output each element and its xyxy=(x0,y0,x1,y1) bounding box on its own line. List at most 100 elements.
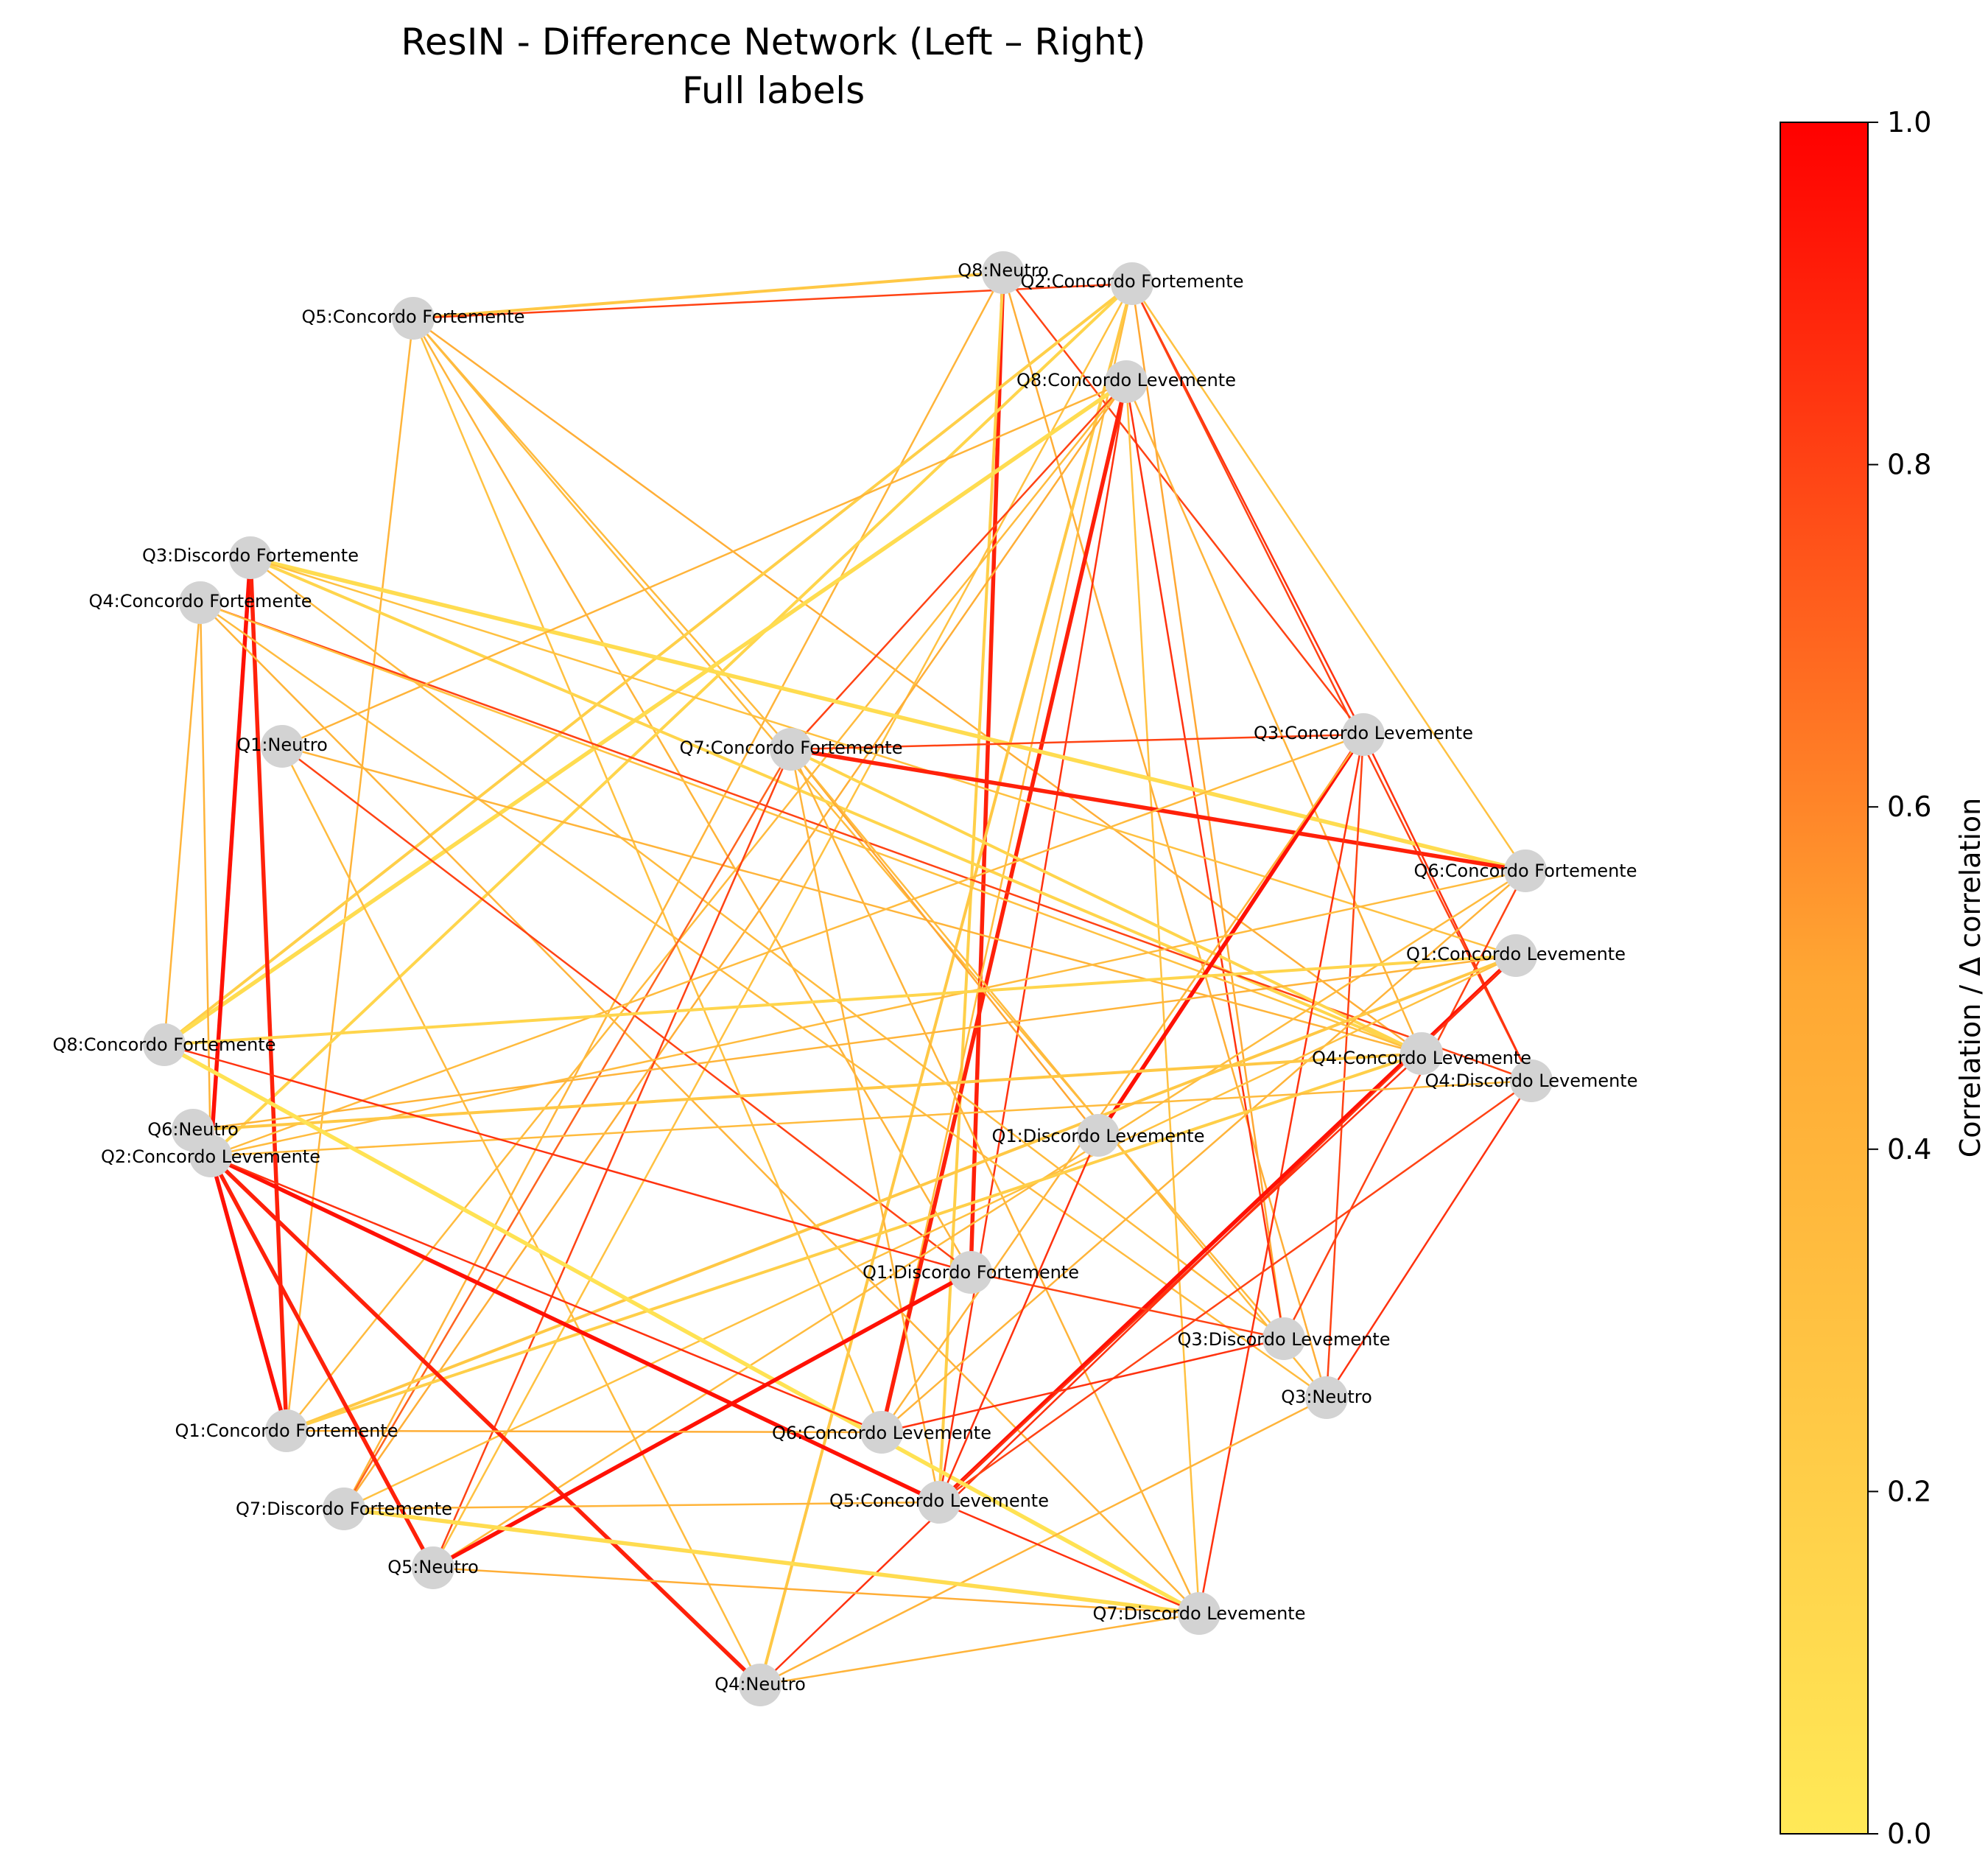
edge-q7-concordo-fortemente--q5-concordo-levemente xyxy=(790,749,941,1503)
edge-q5-concordo-fortemente--q3-discordo-levemente xyxy=(412,318,1285,1339)
edge-q3-discordo-levemente--q6-concordo-levemente xyxy=(881,1337,1285,1434)
node-q3-discordo-fortemente xyxy=(229,536,272,579)
edge-q2-concordo-fortemente--q6-concordo-levemente xyxy=(880,283,1134,1433)
node-label-q1-concordo-fortemente: Q1:Concordo Fortemente xyxy=(175,1420,398,1441)
node-q2-concordo-levemente xyxy=(189,1135,232,1177)
edge-q1-concordo-levemente--q8-concordo-fortemente xyxy=(164,954,1517,1046)
colorbar-ticks: 0.0 0.2 0.4 0.6 0.8 1.0 xyxy=(1868,106,1931,1850)
node-label-q1-discordo-fortemente: Q1:Discordo Fortemente xyxy=(863,1262,1079,1283)
edge-q1-discordo-fortemente--q3-discordo-levemente xyxy=(970,1271,1285,1340)
edge-q3-discordo-fortemente--q2-concordo-levemente xyxy=(208,557,253,1157)
node-label-q2-concordo-fortemente: Q2:Concordo Fortemente xyxy=(1021,271,1244,292)
edge-q7-concordo-fortemente--q3-concordo-levemente xyxy=(790,733,1364,751)
node-label-q6-concordo-fortemente: Q6:Concordo Fortemente xyxy=(1414,861,1637,881)
edge-q4-concordo-levemente--q5-concordo-levemente xyxy=(938,1053,1422,1503)
node-q1-neutro xyxy=(261,725,303,768)
node-q3-concordo-levemente xyxy=(1342,713,1385,756)
edge-q4-concordo-levemente--q1-concordo-fortemente xyxy=(286,1052,1422,1432)
edge-q7-discordo-fortemente--q5-concordo-levemente xyxy=(343,1501,940,1510)
edge-q5-concordo-fortemente--q7-concordo-fortemente xyxy=(412,318,792,750)
edge-q5-neutro--q7-discordo-levemente xyxy=(432,1566,1200,1615)
colorbar-gradient xyxy=(1780,122,1869,1835)
edge-q2-concordo-levemente--q4-neutro xyxy=(209,1155,762,1686)
edge-q3-concordo-levemente--q6-concordo-levemente xyxy=(880,734,1365,1433)
node-q7-concordo-fortemente xyxy=(770,728,812,771)
edge-q8-neutro--q7-discordo-fortemente xyxy=(343,272,1005,1510)
node-q1-discordo-levemente xyxy=(1077,1114,1120,1157)
edge-q2-concordo-levemente--q5-concordo-levemente xyxy=(209,1154,941,1504)
colorbar: 0.0 0.2 0.4 0.6 0.8 1.0 Correlation / Δ corre… xyxy=(1780,106,1987,1850)
node-label-q8-neutro: Q8:Neutro xyxy=(958,260,1049,281)
edge-q7-discordo-fortemente--q7-discordo-levemente xyxy=(343,1507,1200,1616)
edge-q2-concordo-fortemente--q5-neutro xyxy=(432,283,1134,1569)
node-q7-discordo-fortemente xyxy=(323,1488,365,1530)
node-q5-concordo-levemente xyxy=(918,1481,960,1524)
colorbar-tick-label-1: 0.2 xyxy=(1887,1475,1931,1507)
edge-q1-neutro--q4-neutro xyxy=(281,746,762,1686)
node-label-q3-neutro: Q3:Neutro xyxy=(1281,1387,1372,1407)
edge-q8-concordo-levemente--q1-concordo-fortemente xyxy=(286,381,1127,1432)
edge-q4-discordo-levemente--q3-neutro xyxy=(1325,1080,1533,1398)
node-q1-discordo-fortemente xyxy=(949,1251,992,1294)
edge-q4-concordo-levemente--q6-neutro xyxy=(192,1052,1422,1132)
edge-q5-concordo-fortemente--q8-neutro xyxy=(412,271,1004,320)
edge-q7-concordo-fortemente--q7-discordo-fortemente xyxy=(343,749,793,1510)
colorbar-tick-label-2: 0.4 xyxy=(1887,1133,1931,1166)
edge-q7-concordo-fortemente--q4-concordo-levemente xyxy=(790,748,1422,1055)
edge-q8-concordo-levemente--q4-concordo-levemente xyxy=(1125,381,1423,1054)
node-q2-concordo-fortemente xyxy=(1111,262,1153,305)
edge-q1-neutro--q4-concordo-levemente xyxy=(281,745,1422,1055)
edge-q2-concordo-levemente--q5-neutro xyxy=(208,1155,435,1569)
edge-q2-concordo-fortemente--q4-discordo-levemente xyxy=(1131,283,1533,1082)
edge-q1-discordo-fortemente--q5-neutro xyxy=(432,1270,972,1570)
node-label-q4-concordo-levemente: Q4:Concordo Levemente xyxy=(1312,1048,1531,1068)
edge-q6-concordo-fortemente--q2-concordo-levemente xyxy=(210,869,1526,1157)
edge-q4-discordo-levemente--q2-concordo-levemente xyxy=(210,1079,1532,1157)
node-q3-neutro xyxy=(1305,1376,1348,1419)
node-q8-neutro xyxy=(982,251,1025,294)
node-label-q7-discordo-levemente: Q7:Discordo Levemente xyxy=(1093,1603,1306,1624)
edge-q6-concordo-fortemente--q5-neutro xyxy=(432,869,1526,1569)
edge-q7-concordo-fortemente--q5-neutro xyxy=(432,749,793,1569)
network-edges xyxy=(163,271,1533,1686)
node-q6-concordo-levemente xyxy=(860,1411,903,1454)
edge-q3-concordo-levemente--q4-discordo-levemente xyxy=(1362,734,1533,1082)
node-label-q4-neutro: Q4:Neutro xyxy=(714,1674,806,1695)
node-label-q1-discordo-levemente: Q1:Discordo Levemente xyxy=(992,1126,1205,1146)
edge-q7-concordo-fortemente--q1-discordo-levemente xyxy=(790,749,1099,1136)
node-q4-discordo-levemente xyxy=(1510,1059,1553,1102)
node-label-q8-concordo-fortemente: Q8:Concordo Fortemente xyxy=(53,1034,276,1055)
node-label-q5-concordo-fortemente: Q5:Concordo Fortemente xyxy=(302,306,525,327)
colorbar-tick-label-3: 0.6 xyxy=(1887,791,1931,823)
edge-q5-concordo-fortemente--q1-concordo-fortemente xyxy=(285,318,415,1432)
edge-q1-neutro--q8-concordo-levemente xyxy=(281,380,1127,748)
node-q4-concordo-levemente xyxy=(1400,1032,1443,1075)
network-nodes xyxy=(143,251,1553,1706)
node-label-q4-concordo-fortemente: Q4:Concordo Fortemente xyxy=(89,591,312,612)
edge-q1-neutro--q1-discordo-fortemente xyxy=(281,746,972,1273)
node-q1-concordo-levemente xyxy=(1494,934,1537,977)
edge-q7-concordo-fortemente--q7-discordo-levemente xyxy=(790,749,1201,1614)
node-label-q4-discordo-levemente: Q4:Discordo Levemente xyxy=(1425,1071,1638,1091)
node-q1-concordo-fortemente xyxy=(265,1409,308,1452)
edge-q4-concordo-fortemente--q3-neutro xyxy=(200,601,1327,1399)
node-q4-neutro xyxy=(739,1664,781,1706)
node-q7-discordo-levemente xyxy=(1178,1592,1220,1635)
node-q8-concordo-fortemente xyxy=(143,1023,186,1066)
edge-q4-concordo-fortemente--q4-concordo-levemente xyxy=(200,601,1422,1055)
node-label-q5-neutro: Q5:Neutro xyxy=(387,1557,479,1577)
chart-title-line2: Full labels xyxy=(682,69,865,112)
node-q5-concordo-fortemente xyxy=(392,297,435,340)
node-q5-neutro xyxy=(412,1546,454,1589)
node-label-q7-concordo-fortemente: Q7:Concordo Fortemente xyxy=(680,737,903,758)
node-label-q6-concordo-levemente: Q6:Concordo Levemente xyxy=(772,1423,991,1443)
edge-q3-discordo-fortemente--q3-discordo-levemente xyxy=(250,557,1285,1339)
edge-q1-concordo-fortemente--q6-concordo-levemente xyxy=(286,1429,882,1434)
edge-q8-concordo-levemente--q5-concordo-levemente xyxy=(938,381,1128,1503)
edge-q5-concordo-fortemente--q4-concordo-levemente xyxy=(412,317,1422,1055)
node-q3-discordo-levemente xyxy=(1262,1317,1305,1360)
node-label-q3-discordo-levemente: Q3:Discordo Levemente xyxy=(1178,1329,1391,1350)
colorbar-tick-label-4: 0.8 xyxy=(1887,449,1931,481)
edge-q5-concordo-levemente--q7-discordo-levemente xyxy=(938,1501,1200,1615)
